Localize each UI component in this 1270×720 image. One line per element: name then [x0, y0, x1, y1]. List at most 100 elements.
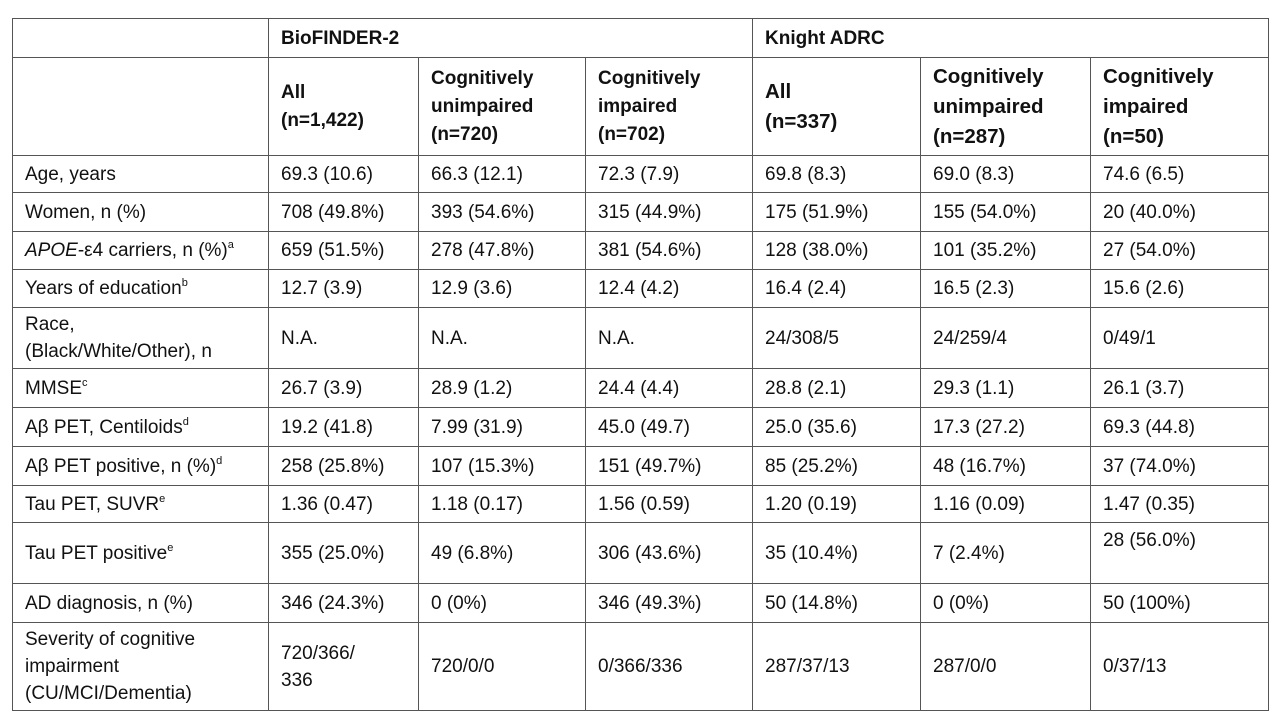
column-header: Cognitively unimpaired (n=720): [418, 57, 586, 156]
row-label-line: Aβ PET positive, n (%): [25, 455, 217, 477]
cell-line: (n=720): [431, 123, 499, 145]
row-label: Age, years: [12, 155, 269, 193]
data-row: AD diagnosis, n (%) 346 (24.3%) 0 (0%) 346 …: [12, 583, 1269, 623]
data-cell: 708 (49.8%): [268, 192, 419, 232]
data-cell: 659 (51.5%): [268, 231, 419, 270]
data-cell: N.A.: [268, 307, 419, 369]
row-label-line: Race,: [25, 314, 75, 335]
data-cell: 346 (49.3%): [585, 583, 753, 623]
data-cell: 12.9 (3.6): [418, 269, 586, 308]
data-cell: 17.3 (27.2): [920, 407, 1091, 447]
data-cell: 0 (0%): [418, 583, 586, 623]
data-cell: 15.6 (2.6): [1090, 269, 1269, 308]
row-label: Race, (Black/White/Other), n: [12, 307, 269, 369]
row-label: APOE-ε4 carriers, n (%)a: [12, 231, 269, 270]
row-label-line: Tau PET positive: [25, 542, 168, 564]
data-cell: 69.3 (44.8): [1090, 407, 1269, 447]
row-label: Tau PET positivee: [12, 522, 269, 584]
row-label-line: AD diagnosis, n (%): [25, 592, 193, 614]
data-cell: 28.9 (1.2): [418, 368, 586, 408]
data-cell: 175 (51.9%): [752, 192, 921, 232]
data-cell: 45.0 (49.7): [585, 407, 753, 447]
row-label-line: MMSE: [25, 377, 82, 399]
data-cell: 346 (24.3%): [268, 583, 419, 623]
data-cell: 24.4 (4.4): [585, 368, 753, 408]
data-row: Age, years 69.3 (10.6) 66.3 (12.1) 72.3 (7.…: [12, 155, 1269, 193]
data-cell: 1.16 (0.09): [920, 485, 1091, 523]
data-cell: 69.3 (10.6): [268, 155, 419, 193]
data-row: Tau PET positivee 355 (25.0%) 49 (6.8%) 306…: [12, 522, 1269, 584]
row-label: Aβ PET, Centiloidsd: [12, 407, 269, 447]
data-row: Race, (Black/White/Other), n N.A. N.A. N.A. 2…: [12, 307, 1269, 369]
cell-line: Cognitively: [598, 67, 701, 89]
data-cell: 29.3 (1.1): [920, 368, 1091, 408]
data-cell: 0/49/1: [1090, 307, 1269, 369]
data-row: Severity of cognitive impairment (CU/MCI/D…: [12, 622, 1269, 711]
demographics-table: BioFINDER-2 Knight ADRC All (n=1,422) Cognit…: [12, 18, 1269, 711]
data-cell: 155 (54.0%): [920, 192, 1091, 232]
footnote-marker: d: [216, 454, 223, 467]
data-row: APOE-ε4 carriers, n (%)a 659 (51.5%) 278 (…: [12, 231, 1269, 270]
row-label: Women, n (%): [12, 192, 269, 232]
data-row: Aβ PET, Centiloidsd 19.2 (41.8) 7.99 (31.9…: [12, 407, 1269, 447]
data-cell: 720/366/336: [268, 622, 419, 711]
row-label: Years of educationb: [12, 269, 269, 308]
data-cell: 24/308/5: [752, 307, 921, 369]
cell-line: unimpaired: [431, 95, 534, 117]
data-cell: 1.36 (0.47): [268, 485, 419, 523]
data-cell: 151 (49.7%): [585, 446, 753, 486]
data-cell: 381 (54.6%): [585, 231, 753, 270]
data-cell: 7.99 (31.9): [418, 407, 586, 447]
empty-cell: [12, 18, 269, 58]
data-cell: 37 (74.0%): [1090, 446, 1269, 486]
footnote-marker: d: [182, 415, 189, 428]
cell-line: (n=1,422): [281, 109, 364, 131]
data-cell: 355 (25.0%): [268, 522, 419, 584]
row-label: Severity of cognitive impairment (CU/MCI/D…: [12, 622, 269, 711]
cell-line: (n=702): [598, 123, 666, 145]
column-header: Cognitively impaired (n=50): [1090, 57, 1269, 156]
cell-line: All: [765, 79, 792, 103]
column-header: Cognitively impaired (n=702): [585, 57, 753, 156]
data-cell: 258 (25.8%): [268, 446, 419, 486]
data-cell: 48 (16.7%): [920, 446, 1091, 486]
data-cell: N.A.: [418, 307, 586, 369]
cell-line: unimpaired: [933, 94, 1044, 118]
row-label-line: Age, years: [25, 163, 116, 185]
data-cell: 27 (54.0%): [1090, 231, 1269, 270]
row-label-line: Women, n (%): [25, 201, 147, 223]
row-label-italic: APOE: [25, 240, 78, 261]
footnote-marker: e: [167, 541, 174, 554]
table-container: BioFINDER-2 Knight ADRC All (n=1,422) Cognit…: [12, 18, 1269, 711]
row-label-line: Tau PET, SUVR: [25, 493, 160, 515]
row-label: Aβ PET positive, n (%)d: [12, 446, 269, 486]
cell-line: impaired: [598, 95, 678, 117]
data-cell: 315 (44.9%): [585, 192, 753, 232]
data-cell: 19.2 (41.8): [268, 407, 419, 447]
cell-line: 720/366/: [281, 642, 355, 664]
table-body: BioFINDER-2 Knight ADRC All (n=1,422) Cognit…: [12, 18, 1269, 711]
column-header: Cognitively unimpaired (n=287): [920, 57, 1091, 156]
data-cell: 25.0 (35.6): [752, 407, 921, 447]
data-cell: 0 (0%): [920, 583, 1091, 623]
data-cell: 35 (10.4%): [752, 522, 921, 584]
column-header-row: All (n=1,422) Cognitively unimpaired (n=720)…: [12, 57, 1269, 156]
cell-line: Cognitively: [1103, 64, 1214, 88]
row-label: Tau PET, SUVRe: [12, 485, 269, 523]
cell-line: (n=50): [1103, 124, 1164, 148]
data-cell: N.A.: [585, 307, 753, 369]
row-label-line: (CU/MCI/Dementia): [25, 683, 192, 704]
data-cell: 50 (100%): [1090, 583, 1269, 623]
cell-line: Cognitively: [431, 67, 534, 89]
data-cell: 74.6 (6.5): [1090, 155, 1269, 193]
data-cell: 107 (15.3%): [418, 446, 586, 486]
data-row: Years of educationb 12.7 (3.9) 12.9 (3.6) 1…: [12, 269, 1269, 308]
cell-line: All: [281, 81, 306, 103]
cell-line: (n=337): [765, 109, 838, 133]
data-row: Tau PET, SUVRe 1.36 (0.47) 1.18 (0.17) 1.56…: [12, 485, 1269, 523]
data-cell: 16.5 (2.3): [920, 269, 1091, 308]
data-cell: 50 (14.8%): [752, 583, 921, 623]
data-row: Women, n (%) 708 (49.8%) 393 (54.6%) 315 (4…: [12, 192, 1269, 232]
row-label-line: impairment: [25, 656, 119, 677]
column-header: All (n=1,422): [268, 57, 419, 156]
